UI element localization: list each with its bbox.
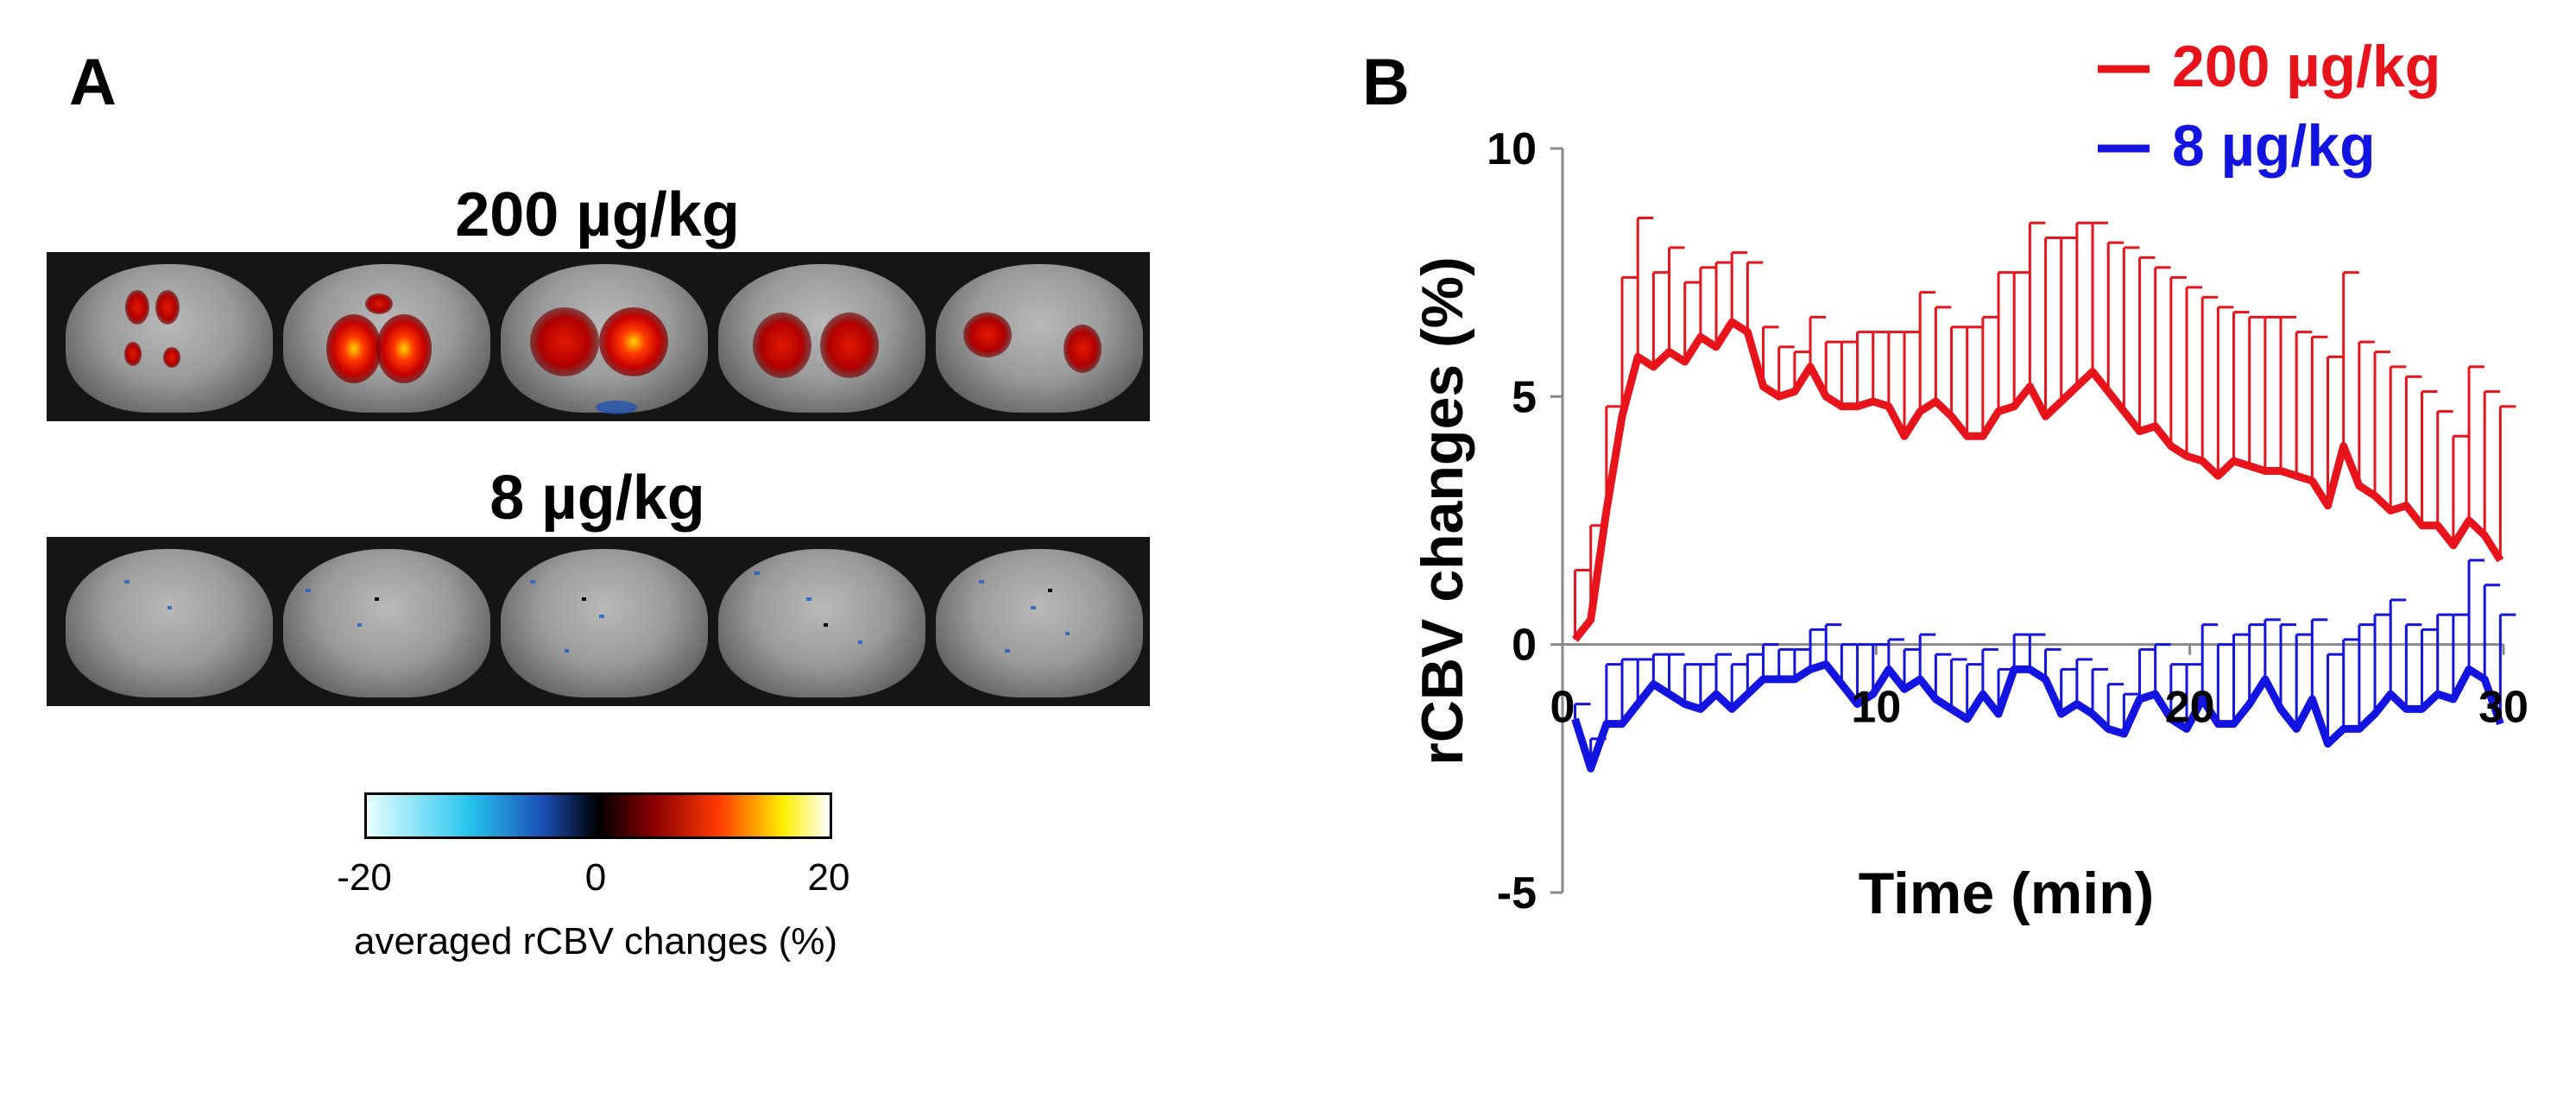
panel-b-letter: B (1362, 46, 1410, 119)
colorbar-mid-label: 0 (584, 856, 607, 899)
brain-slices-high-dose (47, 252, 1150, 421)
legend-label: 200 µg/kg (2172, 34, 2440, 99)
x-tick-label: 10 (1851, 683, 1901, 733)
colorbar-max-label: 20 (807, 856, 850, 899)
y-tick-label: -5 (1497, 868, 1537, 918)
rcbv-line-chart: -5 0 5 10 0 10 20 30 Time (min) rCBV changes (%… (1410, 34, 2529, 926)
x-tick-label: 30 (2478, 683, 2529, 733)
brain-slice (66, 549, 273, 697)
y-tick-label: 5 (1512, 372, 1537, 422)
brain-slice (936, 549, 1143, 697)
series-line-high-dose (1571, 318, 2504, 642)
brain-slice (66, 264, 273, 413)
x-axis-label: Time (min) (1859, 861, 2155, 926)
colorbar-min-label: -20 (337, 856, 392, 899)
brain-slice (501, 549, 708, 697)
brain-slice (718, 549, 925, 697)
activation-overlay-low (124, 571, 1070, 653)
activation-overlay-high (124, 290, 1102, 414)
x-tick-label: 0 (1550, 683, 1575, 733)
x-tick-label: 20 (2165, 683, 2215, 733)
y-tick-label: 0 (1512, 621, 1537, 671)
brain-slices-low-dose (47, 537, 1150, 706)
panel-a-letter: A (69, 46, 117, 119)
title-low-dose: 8 µg/kg (489, 464, 705, 533)
title-high-dose: 200 µg/kg (455, 180, 740, 249)
y-axis-label: rCBV changes (%) (1410, 256, 1475, 765)
colorbar (364, 792, 832, 839)
y-tick-label: 10 (1487, 124, 1537, 174)
colorbar-label: averaged rCBV changes (%) (353, 920, 838, 962)
series-line-low-dose (1571, 660, 2504, 773)
brain-slice (283, 549, 490, 697)
legend-label: 8 µg/kg (2172, 113, 2376, 179)
